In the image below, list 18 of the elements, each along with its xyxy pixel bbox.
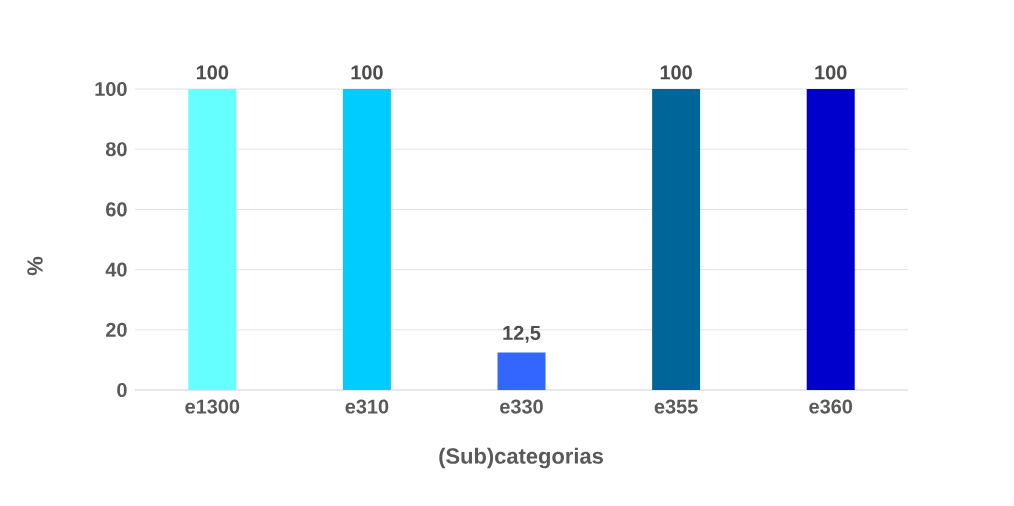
x-axis-title: (Sub)categorias — [439, 447, 603, 469]
y-tick-label: 100 — [95, 81, 127, 97]
x-tick-label: e310 — [345, 399, 389, 414]
data-label: 12,5 — [503, 325, 541, 343]
data-label: 100 — [351, 65, 383, 80]
data-label: 100 — [196, 65, 229, 80]
y-tick-label: 0 — [117, 382, 127, 398]
y-tick-label: 40 — [105, 262, 127, 277]
x-tick-label: e360 — [809, 399, 853, 414]
x-tick-label: e355 — [654, 399, 698, 414]
x-tick-label: e1300 — [185, 399, 240, 414]
y-tick-label: 80 — [105, 142, 127, 157]
y-tick-label: 20 — [106, 322, 127, 337]
data-label: 100 — [815, 65, 847, 80]
x-tick-label: e330 — [500, 399, 543, 414]
y-tick-label: 60 — [106, 202, 127, 217]
y-axis-title: % — [27, 256, 43, 276]
data-label: 100 — [660, 65, 692, 80]
